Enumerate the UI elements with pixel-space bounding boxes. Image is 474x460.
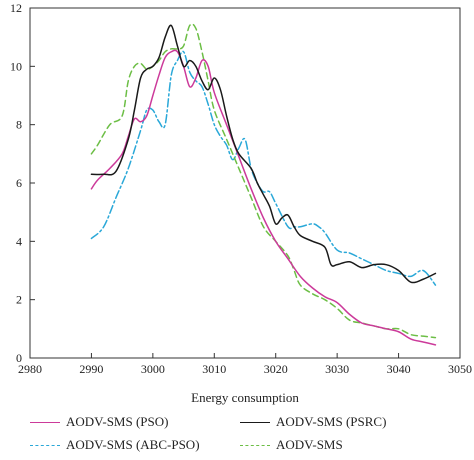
legend-swatch-abc-pso: [30, 444, 60, 446]
legend-swatch-pso: [30, 421, 60, 423]
y-tick-label: 6: [16, 176, 22, 190]
legend: AODV-SMS (PSO) AODV-SMS (PSRC) AODV-SMS …: [0, 410, 474, 460]
legend-swatch-sms: [240, 444, 270, 446]
y-tick-label: 4: [16, 234, 22, 248]
x-tick-label: 3000: [141, 362, 165, 376]
legend-label-pso: AODV-SMS (PSO): [66, 414, 169, 429]
x-tick-label: 3030: [325, 362, 349, 376]
series-line-pso: [90, 49, 437, 346]
y-tick-label: 2: [16, 293, 22, 307]
x-axis-title: Energy consumption: [191, 390, 299, 405]
legend-swatch-psrc: [240, 421, 270, 423]
x-tick-label: 3010: [202, 362, 226, 376]
legend-label-abc-pso: AODV-SMS (ABC-PSO): [66, 437, 200, 452]
x-tick-label: 3050: [448, 362, 472, 376]
series-line-sms: [90, 23, 437, 339]
y-tick-label: 10: [10, 59, 22, 73]
legend-item-psrc: AODV-SMS (PSRC): [240, 413, 386, 431]
line-chart: 2980 2990 3000 3010 3020 3030 3040 3050 0 2 4 6 8 10 1…: [10, 1, 472, 405]
legend-label-psrc: AODV-SMS (PSRC): [276, 414, 387, 429]
y-tick-label: 8: [16, 118, 22, 132]
x-tick-label: 3040: [387, 362, 411, 376]
x-tick-label: 2990: [79, 362, 103, 376]
legend-item-abc-pso: AODV-SMS (ABC-PSO): [30, 436, 200, 454]
legend-item-pso: AODV-SMS (PSO): [30, 413, 168, 431]
x-tick-label: 2980: [18, 362, 42, 376]
series-line-abc-pso: [90, 50, 437, 286]
legend-label-sms: AODV-SMS: [276, 437, 343, 452]
x-tick-label: 3020: [264, 362, 288, 376]
legend-item-sms: AODV-SMS: [240, 436, 343, 454]
series-line-psrc: [90, 24, 437, 284]
y-tick-label: 0: [16, 351, 22, 365]
y-tick-label: 12: [10, 1, 22, 15]
